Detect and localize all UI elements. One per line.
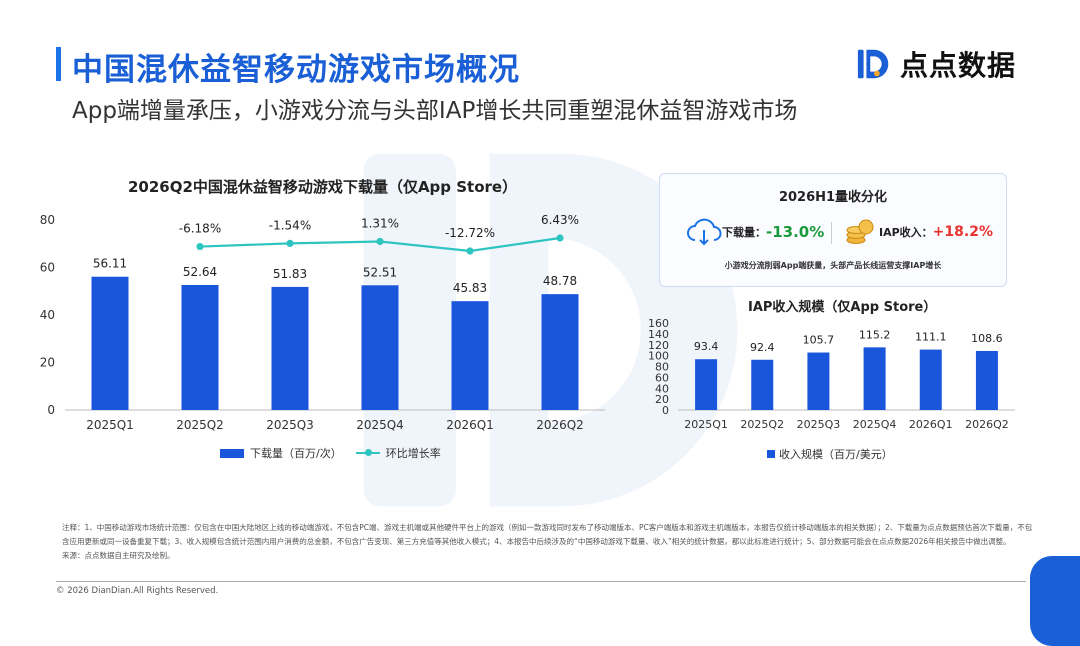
y-tick-label: 100 xyxy=(648,350,669,363)
y-tick-label: 80 xyxy=(655,361,669,374)
y-tick-label: 60 xyxy=(655,371,669,384)
iap-data-label: 93.4 xyxy=(694,340,719,353)
y-tick-label: 80 xyxy=(40,213,55,227)
growth-point xyxy=(376,237,384,246)
iap-data-label: 108.6 xyxy=(971,332,1003,345)
page-title: 中国混休益智移动游戏市场概况 xyxy=(72,52,520,88)
iap-bar xyxy=(695,359,718,410)
x-tick-label: 2025Q4 xyxy=(853,418,897,431)
download-data-label: 48.78 xyxy=(543,274,577,288)
iap-bar xyxy=(863,347,886,410)
summary-note: 小游戏分流削弱App端获量，头部产品长线运营支撑IAP增长 xyxy=(724,261,942,270)
x-tick-label: 2026Q2 xyxy=(965,418,1009,431)
diandian-logo-icon xyxy=(857,49,889,79)
downloads-metric-value: -13.0% xyxy=(766,223,825,241)
y-tick-label: 40 xyxy=(40,308,55,322)
iap-metric-value: +18.2% xyxy=(932,224,993,240)
x-tick-label: 2025Q3 xyxy=(266,418,314,432)
growth-data-label: -12.72% xyxy=(445,226,495,240)
brand-logo: 点点数据 xyxy=(856,44,1016,84)
iap-data-label: 111.1 xyxy=(915,331,947,344)
iap-bar xyxy=(975,350,998,410)
y-tick-label: 140 xyxy=(648,328,669,341)
footnote-source: 来源：点点数据自主研究及绘制。 xyxy=(62,551,175,560)
iap-legend: 收入规模（百万/美元） xyxy=(767,446,893,462)
iap-bar xyxy=(807,352,830,410)
x-tick-label: 2025Q2 xyxy=(176,418,224,432)
summary-metrics: 下载量： -13.0% IAP收入： +18.2% xyxy=(660,218,1006,248)
x-tick-label: 2026Q2 xyxy=(536,418,584,432)
iap-data-label: 92.4 xyxy=(750,341,775,354)
legend-growth-label: 环比增长率 xyxy=(385,447,441,460)
download-data-label: 56.11 xyxy=(93,257,127,271)
iap-data-label: 115.2 xyxy=(859,328,891,341)
summary-title: 2026H1量收分化 xyxy=(778,190,888,205)
footer-divider xyxy=(56,581,1026,582)
download-bar xyxy=(271,286,309,410)
downloads-chart: 0 20 40 60 80 56.11 2025Q1 52.64 2025Q2 -6.18% 51.… xyxy=(40,213,605,432)
downloads-metric: 下载量： -13.0% xyxy=(686,218,824,246)
download-bar xyxy=(91,276,129,410)
x-tick-label: 2025Q4 xyxy=(356,418,404,432)
legend-iap-swatch xyxy=(767,450,775,458)
download-data-label: 52.51 xyxy=(363,265,397,279)
page-subtitle: App端增量承压，小游戏分流与头部IAP增长共同重塑混休益智游戏市场 xyxy=(72,98,798,124)
download-bar xyxy=(451,301,489,410)
y-tick-label: 0 xyxy=(662,404,669,417)
y-tick-label: 20 xyxy=(40,356,55,370)
x-tick-label: 2025Q1 xyxy=(86,418,134,432)
legend-line-swatch xyxy=(355,449,380,456)
cloud-download-icon xyxy=(687,218,722,246)
downloads-legend: 下载量（百万/次） 环比增长率 xyxy=(220,445,441,461)
legend-iap-label: 收入规模（百万/美元） xyxy=(779,448,893,461)
iap-metric: IAP收入： +18.2% xyxy=(845,218,993,246)
download-data-label: 52.64 xyxy=(183,265,217,279)
x-tick-label: 2025Q3 xyxy=(797,418,841,431)
growth-data-label: -6.18% xyxy=(179,222,221,236)
y-tick-label: 120 xyxy=(648,339,669,352)
downloads-metric-label: 下载量： xyxy=(722,226,766,239)
copyright: © 2026 DianDian.All Rights Reserved. xyxy=(56,586,219,596)
growth-data-label: 6.43% xyxy=(541,213,579,227)
y-tick-label: 0 xyxy=(47,403,55,417)
iap-bar xyxy=(751,359,774,410)
logo-text: 点点数据 xyxy=(900,49,1017,82)
download-bar xyxy=(181,284,219,410)
y-tick-label: 20 xyxy=(655,393,669,406)
legend-downloads-label: 下载量（百万/次） xyxy=(250,447,342,460)
download-bar xyxy=(361,285,399,410)
x-tick-label: 2026Q1 xyxy=(909,418,953,431)
growth-point xyxy=(286,239,294,248)
growth-point xyxy=(556,234,564,242)
iap-data-label: 105.7 xyxy=(803,334,835,347)
iap-bar xyxy=(919,349,942,410)
iap-chart-title: IAP收入规模（仅App Store） xyxy=(748,300,937,315)
footnotes: 注释：1、中国移动游戏市场统计范围：仅包含在中国大陆地区上线的移动端游戏，不包含… xyxy=(62,521,1034,563)
y-tick-label: 40 xyxy=(655,382,669,395)
legend-bar-swatch xyxy=(220,448,244,458)
x-tick-label: 2025Q1 xyxy=(684,418,728,431)
download-data-label: 45.83 xyxy=(453,281,487,295)
growth-point xyxy=(196,242,204,251)
x-tick-label: 2025Q2 xyxy=(740,418,784,431)
iap-metric-label: IAP收入： xyxy=(879,226,933,239)
coins-icon xyxy=(846,219,874,244)
download-bar xyxy=(541,294,579,410)
y-tick-label: 60 xyxy=(40,261,55,275)
growth-point xyxy=(466,247,474,255)
footnote-definitions: 注释：1、中国移动游戏市场统计范围：仅包含在中国大陆地区上线的移动端游戏，不包含… xyxy=(62,523,1033,546)
title-accent-bar xyxy=(56,47,61,81)
download-data-label: 51.83 xyxy=(273,267,307,281)
growth-data-label: -1.54% xyxy=(269,218,311,232)
summary-box: 2026H1量收分化 下载量： -13.0% IAP收入： +18.2% 小游戏… xyxy=(659,173,1007,287)
x-tick-label: 2026Q1 xyxy=(446,418,494,432)
growth-data-label: 1.31% xyxy=(361,216,399,230)
corner-decoration xyxy=(1030,556,1080,646)
y-tick-label: 160 xyxy=(648,317,669,330)
summary-divider xyxy=(831,222,832,244)
downloads-chart-title: 2026Q2中国混休益智移动游戏下载量（仅App Store） xyxy=(128,178,518,196)
